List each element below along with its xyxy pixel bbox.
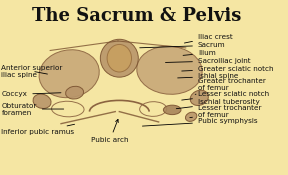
Ellipse shape — [185, 112, 197, 121]
Text: Iliac crest: Iliac crest — [184, 34, 233, 43]
Ellipse shape — [33, 94, 51, 108]
Ellipse shape — [137, 46, 202, 94]
Text: Coccyx: Coccyx — [1, 91, 61, 97]
Ellipse shape — [107, 44, 132, 72]
Ellipse shape — [66, 86, 84, 99]
Text: Lesser trochanter
of femur: Lesser trochanter of femur — [190, 105, 262, 118]
Text: Ischial tuberosity: Ischial tuberosity — [176, 99, 260, 109]
Text: Sacrum: Sacrum — [140, 42, 226, 48]
Ellipse shape — [100, 39, 138, 77]
Ellipse shape — [39, 50, 99, 98]
Text: Inferior pubic ramus: Inferior pubic ramus — [1, 124, 75, 135]
Text: The Sacrum & Pelvis: The Sacrum & Pelvis — [32, 6, 242, 24]
Text: Pubic arch: Pubic arch — [91, 119, 128, 144]
Text: Ishial spine: Ishial spine — [178, 73, 238, 79]
Text: Greater sciatic notch: Greater sciatic notch — [182, 66, 273, 72]
Text: Obturator
foramen: Obturator foramen — [1, 103, 64, 116]
Text: Pubic symphysis: Pubic symphysis — [143, 118, 257, 126]
Ellipse shape — [140, 102, 167, 116]
Text: Sacroiliac joint: Sacroiliac joint — [166, 58, 251, 64]
Text: Lesser sciatic notch: Lesser sciatic notch — [182, 90, 269, 100]
Ellipse shape — [52, 101, 84, 117]
Ellipse shape — [190, 90, 209, 106]
Ellipse shape — [163, 105, 181, 115]
Text: Ilium: Ilium — [183, 50, 216, 56]
Text: Greater trochanter
of femur: Greater trochanter of femur — [195, 78, 266, 94]
Text: Anterior superior
iliac spine: Anterior superior iliac spine — [1, 65, 63, 78]
